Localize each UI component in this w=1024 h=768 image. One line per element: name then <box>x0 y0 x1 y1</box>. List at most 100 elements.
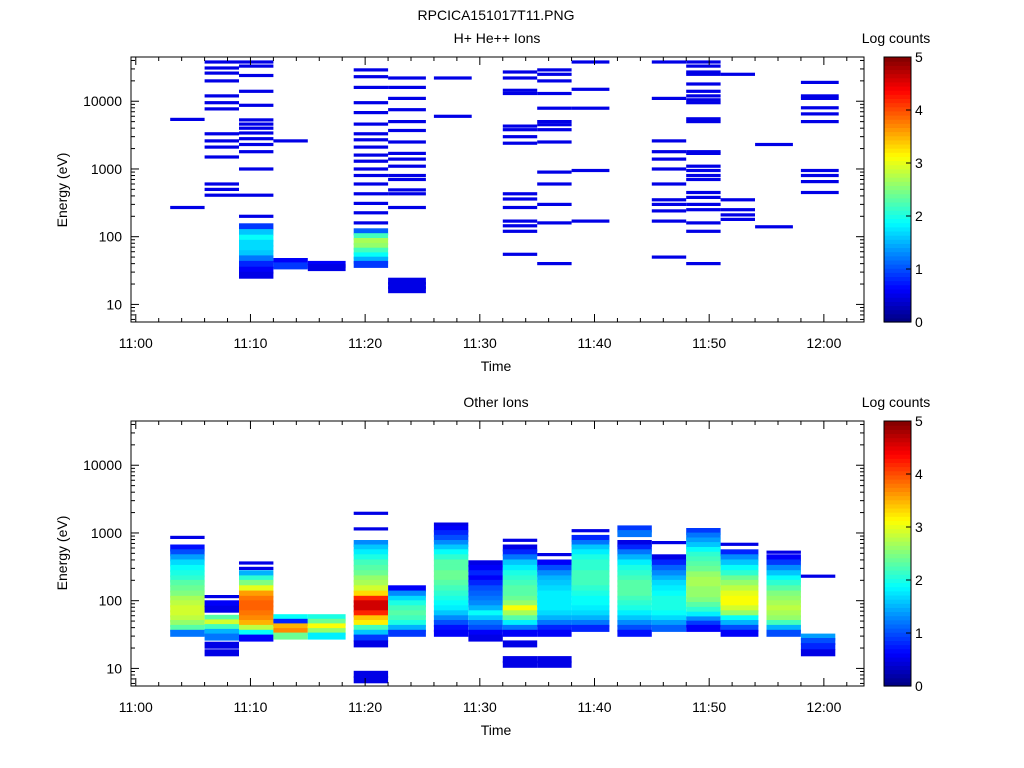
spectrogram-cell <box>766 600 801 608</box>
colorbar-strip <box>884 652 911 658</box>
colorbar-strip <box>884 230 911 236</box>
y-tick-label: 10000 <box>83 457 122 473</box>
colorbar-tick-label: 1 <box>915 625 923 641</box>
spectrogram-line <box>537 553 572 557</box>
spectrogram-cell <box>502 610 538 618</box>
spectrogram-line <box>686 70 721 74</box>
spectrogram-line <box>353 192 389 196</box>
colorbar-strip <box>884 156 911 162</box>
spectrogram-line <box>686 202 721 206</box>
spectrogram-cell <box>617 570 652 578</box>
spectrogram-cell <box>239 266 274 274</box>
colorbar-strip <box>884 565 911 571</box>
spectrogram-line <box>651 255 687 259</box>
spectrogram-cell <box>468 560 503 568</box>
colorbar-strip <box>884 449 911 455</box>
spectrogram-cell <box>353 579 389 587</box>
spectrogram-cell <box>686 561 721 569</box>
spectrogram-cell <box>307 632 346 640</box>
spectrogram-line <box>388 177 426 182</box>
spectrogram-cell <box>766 559 801 567</box>
spectrogram-cell <box>170 585 205 593</box>
spectrogram-cell <box>720 590 759 598</box>
spectrogram-cell <box>433 549 469 557</box>
colorbar-strip <box>884 528 911 534</box>
spectrogram-cell <box>617 624 652 632</box>
spectrogram-cell <box>170 559 205 567</box>
spectrogram-cell <box>353 629 389 637</box>
spectrogram-cell <box>239 271 274 279</box>
spectrogram-cell <box>239 245 274 252</box>
spectrogram-cell <box>686 571 721 579</box>
spectrogram-cell <box>388 600 426 608</box>
spectrogram-cell <box>502 544 538 552</box>
spectrogram-line <box>204 139 239 143</box>
spectrogram-cell <box>433 579 469 587</box>
spectrogram-cell <box>617 579 652 587</box>
spectrogram-cell <box>468 624 503 632</box>
spectrogram-line <box>502 224 538 228</box>
spectrogram-line <box>686 195 721 199</box>
spectrogram-cell <box>686 624 721 632</box>
spectrogram-cell <box>239 605 274 613</box>
spectrogram-cell <box>571 605 610 613</box>
spectrogram-line <box>353 211 389 215</box>
spectrogram-line <box>239 89 274 93</box>
spectrogram-line <box>502 124 538 128</box>
spectrogram-cell <box>388 610 426 618</box>
colorbar-strip <box>884 131 911 137</box>
spectrogram-cell <box>686 581 721 589</box>
spectrogram-cell <box>433 564 469 572</box>
spectrogram-cell <box>353 585 389 593</box>
spectrogram-line <box>502 252 538 256</box>
spectrogram-cell <box>388 615 426 623</box>
spectrogram-cell <box>686 551 721 559</box>
spectrogram-line <box>537 140 572 144</box>
x-axis-label: Time <box>481 722 512 738</box>
spectrogram-cell <box>170 544 205 552</box>
x-tick-label: 11:10 <box>233 335 267 351</box>
spectrogram-line <box>537 68 572 72</box>
spectrogram-cell <box>571 615 610 623</box>
spectrogram-cell <box>239 600 274 608</box>
spectrogram-cell <box>537 579 572 587</box>
spectrogram-cell <box>468 570 503 578</box>
spectrogram-cell <box>571 564 610 572</box>
x-tick-label: 11:40 <box>578 335 612 351</box>
spectrogram-line <box>686 177 721 182</box>
spectrogram-line <box>170 205 205 210</box>
spectrogram-line <box>388 120 426 124</box>
spectrogram-cell <box>537 624 572 632</box>
spectrogram-cell <box>766 605 801 613</box>
colorbar-strip <box>884 123 911 128</box>
colorbar-strip <box>884 272 911 278</box>
spectrogram-line <box>353 167 389 171</box>
spectrogram-cell <box>239 239 274 247</box>
panel-h-he-ions: H+ He++ Ions Log counts 11:00 11:10 11:20 1… <box>54 30 930 374</box>
spectrogram-line <box>353 101 389 105</box>
spectrogram-line <box>651 150 687 154</box>
spectrogram-cell <box>353 247 389 255</box>
colorbar-strip <box>884 193 911 199</box>
spectrogram-line <box>388 164 426 168</box>
spectrogram-cell <box>170 579 205 587</box>
spectrogram-cell <box>571 590 610 598</box>
colorbar-tick-label: 5 <box>915 413 923 429</box>
spectrogram-cell <box>766 610 801 618</box>
spectrogram-cell <box>502 656 538 664</box>
spectrogram-cell <box>433 559 469 567</box>
spectrogram-cell <box>686 620 721 628</box>
colorbar-strip <box>884 189 911 195</box>
y-axis-label: Energy (eV) <box>54 153 70 228</box>
spectrogram-cell <box>307 264 346 272</box>
colorbar-strip <box>884 628 911 633</box>
colorbar-strip <box>884 661 911 666</box>
spectrogram-cell <box>686 586 721 594</box>
spectrogram-cell <box>273 262 308 270</box>
spectrogram-cell <box>686 597 721 605</box>
spectrogram-cell <box>239 570 274 578</box>
spectrogram-line <box>239 137 274 141</box>
spectrogram-cell <box>651 564 687 572</box>
spectrogram-line <box>720 72 755 76</box>
spectrogram-line <box>502 192 538 196</box>
